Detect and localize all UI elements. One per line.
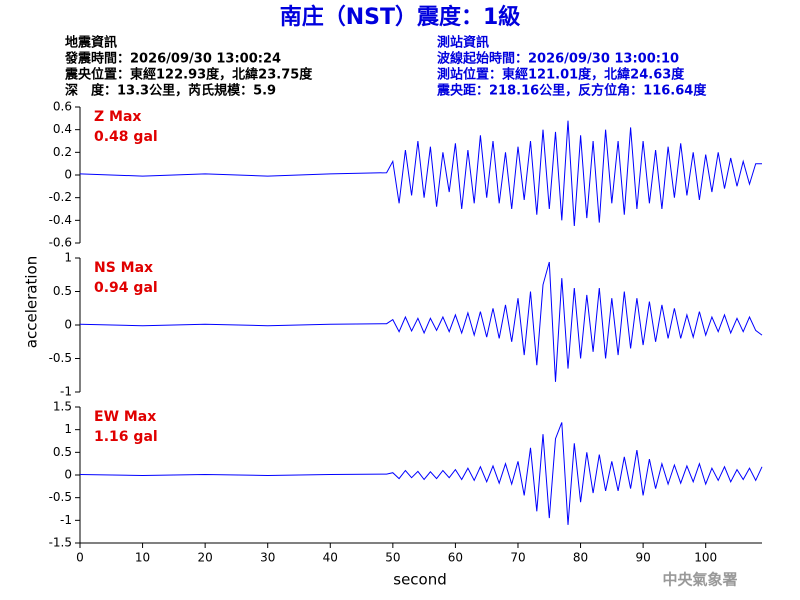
x-tick-label: 80 bbox=[573, 551, 588, 565]
info-left: 發震時間：2026/09/30 13:00:24 bbox=[64, 51, 281, 67]
info-right: 測站資訊 bbox=[437, 35, 489, 51]
annotation: Z Max bbox=[94, 109, 141, 125]
info-left: 深 度：13.3公里，芮氏規模：5.9 bbox=[65, 83, 276, 99]
annotation: 0.48 gal bbox=[94, 129, 158, 145]
x-tick-label: 50 bbox=[385, 551, 400, 565]
x-axis-label: second bbox=[393, 571, 447, 589]
y-tick-label: 0.5 bbox=[53, 284, 72, 298]
y-tick-label: -1.5 bbox=[49, 536, 72, 550]
y-tick-label: 0.4 bbox=[53, 122, 72, 136]
y-tick-label: -0.2 bbox=[49, 190, 72, 204]
x-tick-label: 100 bbox=[694, 551, 717, 565]
waveform bbox=[79, 120, 762, 227]
annotation: 1.16 gal bbox=[94, 429, 158, 445]
y-axis-label: acceleration bbox=[23, 256, 41, 348]
waveform bbox=[79, 261, 763, 382]
y-tick-label: 0 bbox=[64, 468, 72, 482]
info-left: 地震資訊 bbox=[65, 35, 117, 51]
y-tick-label: 0.6 bbox=[53, 100, 72, 114]
y-tick-label: -0.4 bbox=[49, 213, 72, 227]
x-tick-label: 20 bbox=[197, 551, 212, 565]
y-tick-label: 1 bbox=[64, 251, 72, 265]
y-tick-label: 1 bbox=[64, 422, 72, 436]
x-tick-label: 0 bbox=[76, 551, 84, 565]
x-tick-label: 60 bbox=[448, 551, 463, 565]
title: 南庄（NST）震度：1級 bbox=[280, 4, 521, 30]
annotation: NS Max bbox=[94, 260, 153, 276]
y-tick-label: 1.5 bbox=[53, 400, 72, 414]
x-tick-label: 70 bbox=[510, 551, 525, 565]
annotation: 0.94 gal bbox=[94, 280, 158, 296]
info-right: 測站位置：東經121.01度，北緯24.63度 bbox=[437, 67, 685, 83]
info-right: 震央距：218.16公里，反方位角：116.64度 bbox=[436, 83, 707, 99]
x-tick-label: 40 bbox=[323, 551, 338, 565]
y-tick-label: -0.6 bbox=[49, 236, 72, 250]
y-tick-label: -0.5 bbox=[49, 351, 72, 365]
watermark: 中央氣象署 bbox=[662, 571, 737, 589]
x-tick-label: 10 bbox=[135, 551, 150, 565]
y-tick-label: 0 bbox=[64, 318, 72, 332]
annotation: EW Max bbox=[94, 409, 156, 425]
x-tick-label: 90 bbox=[635, 551, 650, 565]
y-tick-label: -1 bbox=[60, 385, 72, 399]
waveform bbox=[79, 422, 763, 525]
x-tick-label: 30 bbox=[260, 551, 275, 565]
y-tick-label: 0.2 bbox=[53, 145, 72, 159]
y-tick-label: -1 bbox=[60, 513, 72, 527]
info-right: 波線起始時間：2026/09/30 13:00:10 bbox=[437, 51, 679, 67]
y-tick-label: 0 bbox=[64, 168, 72, 182]
y-tick-label: 0.5 bbox=[53, 445, 72, 459]
info-left: 震央位置：東經122.93度，北緯23.75度 bbox=[64, 67, 313, 83]
y-tick-label: -0.5 bbox=[49, 490, 72, 504]
